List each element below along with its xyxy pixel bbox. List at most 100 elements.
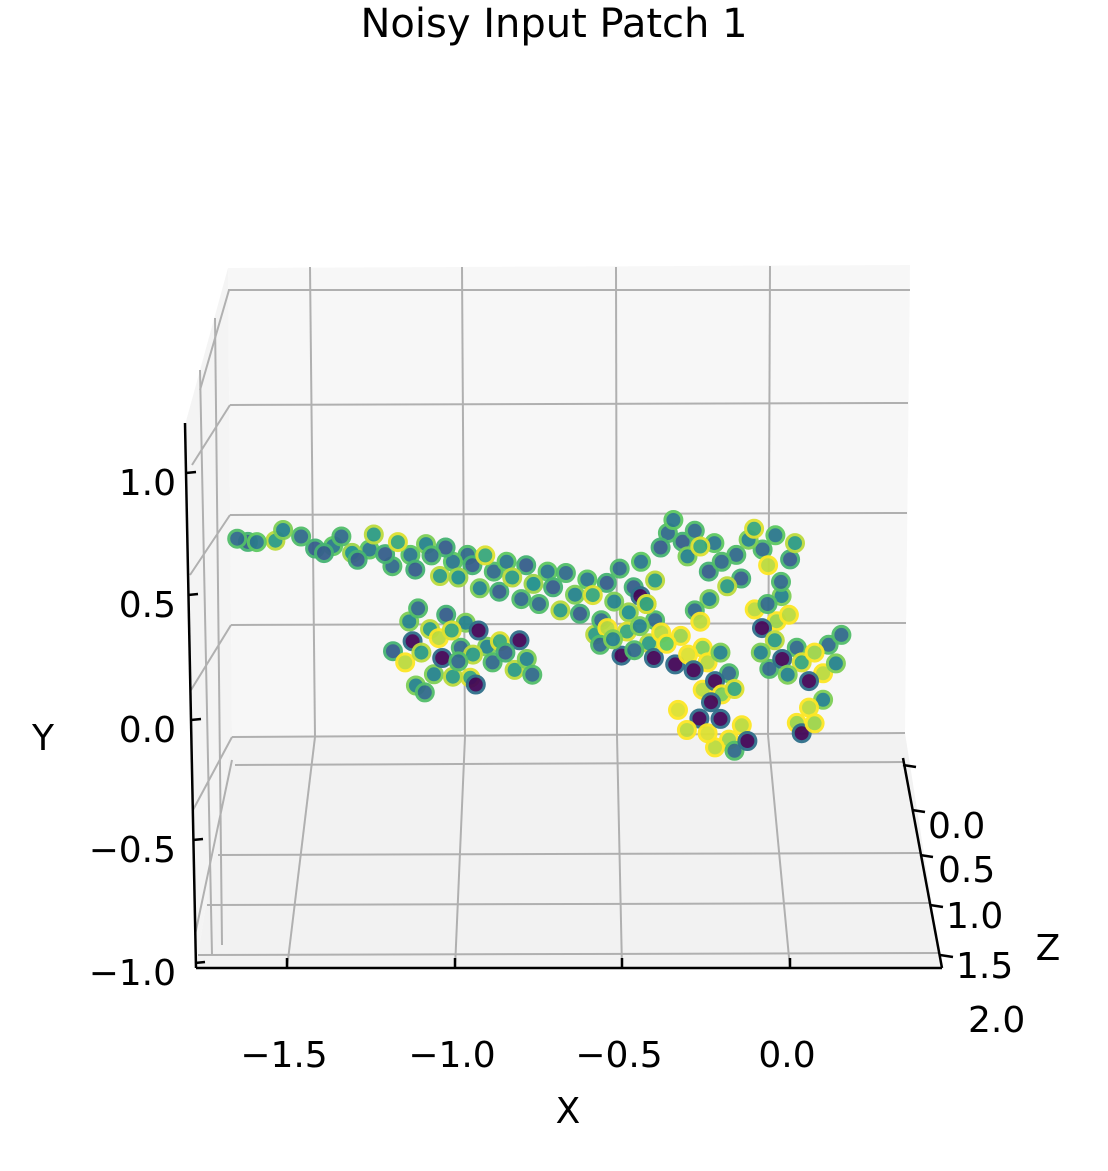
scatter-point (758, 555, 779, 576)
scatter-point (331, 526, 352, 547)
scatter-point (502, 567, 523, 588)
scatter-point (710, 642, 731, 663)
scatter-point (683, 660, 704, 681)
scatter-point (363, 524, 384, 545)
scatter-point (710, 708, 731, 729)
gridline (191, 404, 231, 466)
scatter-point (663, 510, 684, 530)
scatter-point (690, 611, 711, 632)
tick-mark (929, 903, 944, 909)
scatter-point (780, 549, 801, 570)
scatter-point (785, 533, 805, 554)
scatter-point (771, 571, 791, 592)
scatter-point (273, 520, 294, 540)
x-ticks: −1.5 −1.0 −0.5 0.0 (240, 958, 816, 1076)
scatter-point (550, 600, 571, 621)
x-tick-label: −1.0 (408, 1035, 495, 1076)
scatter-point (804, 642, 825, 663)
axis-panes (185, 265, 942, 968)
scatter-point (624, 640, 645, 661)
scatter-point (383, 641, 403, 662)
scatter-point (511, 589, 532, 610)
z-tick-label: 1.0 (946, 896, 1003, 937)
y-tick-label: −1.0 (89, 953, 176, 994)
gridline (189, 514, 231, 576)
scatter-point (483, 561, 504, 582)
scatter-point (516, 555, 537, 576)
y-tick-label: 0.5 (119, 585, 176, 626)
scatter-point (448, 651, 469, 672)
tick-mark (187, 592, 199, 597)
scatter-point (689, 708, 710, 729)
scatter-point (523, 573, 544, 594)
scatter-point (529, 594, 549, 614)
gridline (194, 759, 233, 936)
gridline (214, 317, 223, 946)
scatter-point (227, 528, 248, 549)
axes (183, 422, 944, 970)
scatter-point (631, 551, 651, 572)
scatter-point (482, 652, 503, 673)
scatter-point (596, 572, 617, 593)
scatter-point (411, 642, 432, 663)
scatter-point (468, 620, 489, 641)
scatter-point (414, 682, 435, 703)
x-axis-label: X (556, 1091, 581, 1132)
scatter-point (636, 594, 657, 614)
scatter-point (778, 604, 799, 625)
x-tick-label: −0.5 (575, 1035, 662, 1076)
gridline (454, 736, 466, 969)
scatter-point (604, 591, 625, 612)
scatter-point (448, 567, 469, 588)
y-axis-label: Y (31, 718, 55, 759)
x-tick-label: 0.0 (758, 1035, 815, 1076)
scatter-point (375, 544, 396, 565)
z-axis-line (901, 757, 944, 969)
scatter-point (522, 664, 543, 685)
scatter-point (475, 545, 496, 566)
scatter-point (690, 536, 711, 557)
gridline (197, 952, 941, 956)
scatter-point (668, 699, 688, 720)
scatter-point (570, 603, 590, 624)
scatter-point (469, 578, 490, 599)
scatter-point (752, 618, 772, 639)
scatter-point (643, 648, 664, 668)
tick-mark (919, 853, 934, 859)
scatter-point (764, 630, 785, 651)
chart-title: Noisy Input Patch 1 (360, 1, 747, 47)
tick-mark (911, 808, 926, 814)
gridline (190, 624, 232, 691)
y-axis-line (183, 422, 198, 969)
scatter-point (724, 679, 745, 699)
z-ticks: 0.00.5 1.0 1.5 2.0 (902, 763, 1025, 1041)
gridline (616, 735, 623, 969)
scatter-point (609, 558, 630, 579)
scatter-point (423, 664, 444, 685)
back-pane (228, 265, 910, 737)
scatter-point (629, 616, 650, 637)
scatter-point (421, 545, 442, 566)
scatter-point (744, 518, 765, 539)
tick-mark (939, 953, 954, 959)
scatter-point (791, 652, 812, 673)
scatter-point (831, 624, 852, 645)
tick-mark (190, 717, 202, 722)
y-ticks: −1.0 −0.5 0.0 0.5 1.0 (89, 463, 206, 994)
scatter-point (441, 620, 462, 641)
z-tick-label: 0.0 (928, 806, 985, 847)
gridline (229, 402, 909, 406)
z-tick-label: 1.5 (956, 946, 1013, 987)
scatter-point (656, 633, 677, 654)
gridline (206, 902, 931, 906)
scatter-point (699, 589, 720, 610)
scatter-point (697, 723, 718, 744)
y-tick-label: 0.0 (119, 710, 176, 751)
scatter-point (777, 664, 798, 685)
gridline (199, 369, 213, 956)
gridline (234, 761, 906, 766)
gridline (217, 852, 921, 856)
z-tick-label: 0.5 (938, 850, 995, 891)
scatter-point (347, 549, 368, 570)
